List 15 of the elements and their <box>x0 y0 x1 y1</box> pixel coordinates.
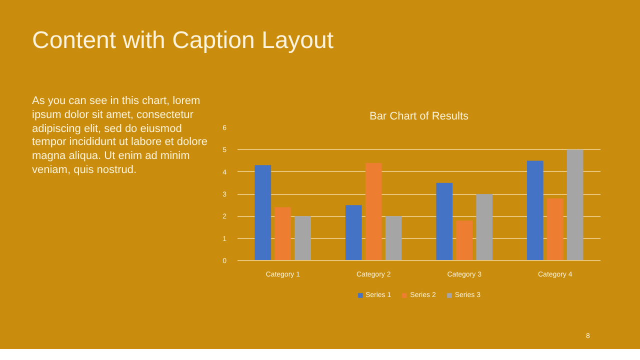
bar <box>254 165 272 260</box>
bar <box>294 216 312 260</box>
text: Content with Caption Layout <box>32 26 334 56</box>
bar <box>274 207 292 260</box>
bar <box>566 150 584 260</box>
bar <box>456 220 473 260</box>
bar <box>526 160 544 260</box>
chart-title: Bar Chart of Results <box>369 110 470 122</box>
bar <box>546 198 564 260</box>
text: As you can see in this chart, lorem ipsum dolor sit amet, consectetur adipiscing elit, sed do eiusmod tempor incididunt ut labore et dolore magna aliqua. Ut enim ad minim veniam, quis nostrud. <box>32 95 208 178</box>
bar <box>365 162 382 260</box>
bar <box>436 182 453 260</box>
bar <box>476 194 493 260</box>
bar <box>345 205 362 260</box>
bar <box>385 216 402 260</box>
